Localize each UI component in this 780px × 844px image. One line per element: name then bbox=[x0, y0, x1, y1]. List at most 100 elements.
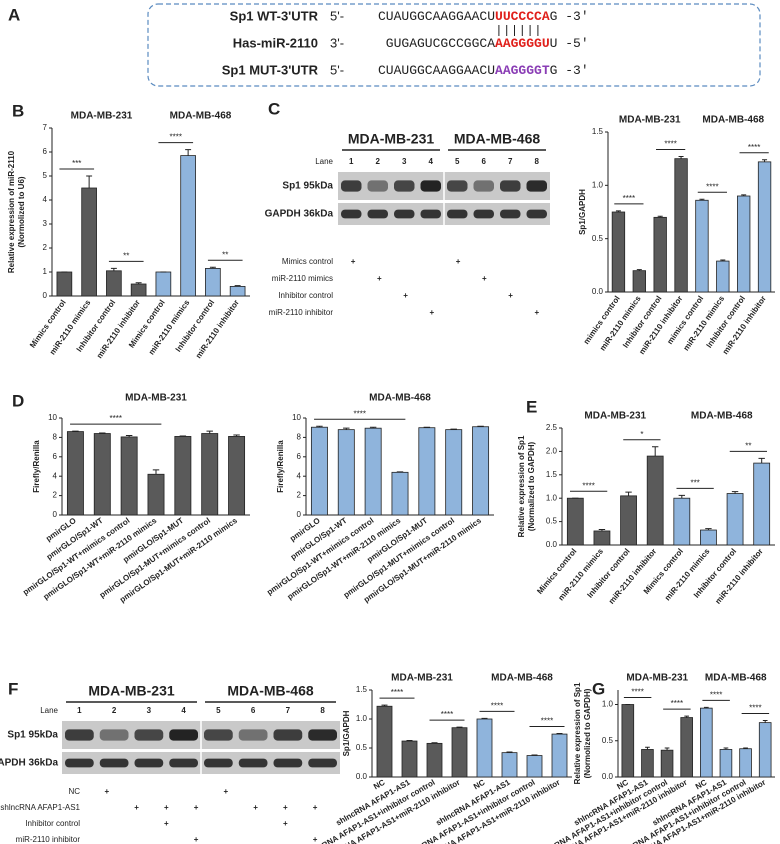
bar bbox=[445, 429, 463, 516]
y-tick-label: 1 bbox=[43, 267, 48, 276]
error-bar bbox=[456, 726, 463, 728]
band bbox=[367, 180, 388, 192]
y-axis-label: (Normolized to U6) bbox=[17, 176, 26, 247]
y-tick-label: 2 bbox=[297, 491, 302, 500]
panel-label: B bbox=[12, 101, 24, 120]
y-tick-label: 4 bbox=[297, 471, 302, 480]
y-tick-label: 0.5 bbox=[546, 517, 558, 526]
treatment-mark: + bbox=[403, 291, 408, 300]
band-label: Sp1 95kDa bbox=[282, 181, 333, 192]
y-tick-label: 4 bbox=[53, 471, 58, 480]
treatment-mark: + bbox=[351, 257, 356, 266]
y-tick-label: 10 bbox=[292, 413, 301, 422]
bar bbox=[719, 749, 733, 778]
y-tick-label: 1.5 bbox=[356, 685, 368, 694]
bar bbox=[566, 497, 584, 546]
error-bar bbox=[743, 747, 748, 749]
y-axis-label: Firefly/Renilla bbox=[276, 440, 285, 493]
band bbox=[238, 758, 268, 768]
error-bar bbox=[705, 528, 712, 531]
bar bbox=[526, 755, 543, 778]
bar bbox=[81, 187, 97, 297]
bar bbox=[391, 471, 409, 516]
bar bbox=[229, 285, 246, 297]
y-tick-label: 0.0 bbox=[592, 287, 604, 296]
band bbox=[273, 758, 303, 768]
bar bbox=[376, 705, 393, 778]
error-bar bbox=[531, 754, 538, 756]
lane-number: 4 bbox=[181, 706, 186, 715]
y-axis-label: (Normalized to GAPDH) bbox=[527, 442, 536, 532]
band bbox=[341, 180, 362, 192]
x-tick-label: mimics control bbox=[582, 294, 622, 346]
error-bar bbox=[506, 751, 513, 753]
sequence-name: Sp1 WT-3'UTR bbox=[230, 8, 319, 23]
error-bar bbox=[206, 430, 213, 434]
bar bbox=[737, 195, 751, 293]
band bbox=[447, 209, 468, 219]
band bbox=[526, 209, 547, 219]
sequence-segment: U -5' bbox=[550, 36, 589, 51]
bar bbox=[632, 270, 646, 293]
sequence-segment: UUCCCCA bbox=[495, 9, 550, 24]
x-tick-label: miR-2110 inhibitor bbox=[713, 547, 764, 606]
error-bar bbox=[741, 194, 747, 196]
bar bbox=[472, 426, 490, 516]
band bbox=[367, 209, 388, 219]
significance-label: **** bbox=[582, 481, 594, 490]
treatment-mark: + bbox=[194, 835, 199, 844]
bar bbox=[716, 260, 730, 293]
error-bar bbox=[209, 266, 216, 269]
y-tick-label: 4 bbox=[43, 195, 48, 204]
y-tick-label: 6 bbox=[297, 452, 302, 461]
y-tick-label: 1.0 bbox=[546, 493, 558, 502]
bar bbox=[106, 270, 122, 297]
treatment-mark: + bbox=[313, 835, 318, 844]
error-bar bbox=[135, 282, 142, 284]
sequence-prime: 5'- bbox=[330, 8, 344, 23]
band bbox=[99, 729, 129, 741]
error-bar bbox=[678, 156, 684, 159]
error-bar bbox=[233, 434, 240, 437]
bar bbox=[180, 155, 196, 297]
band-label: GAPDH 36kDa bbox=[0, 758, 58, 769]
treatment-label: miR-2110 mimics bbox=[272, 274, 333, 283]
blot-group: MDA-MB-231 bbox=[88, 683, 175, 699]
band bbox=[99, 758, 129, 768]
error-bar bbox=[684, 715, 690, 718]
bar bbox=[228, 436, 246, 516]
lane-number: 2 bbox=[376, 157, 381, 166]
y-tick-label: 8 bbox=[53, 433, 58, 442]
bar bbox=[753, 462, 771, 546]
treatment-mark: + bbox=[283, 819, 288, 828]
error-bar bbox=[723, 747, 729, 750]
bar bbox=[726, 493, 744, 546]
sequence-segment: AAGGGGT bbox=[495, 63, 550, 78]
y-tick-label: 0 bbox=[53, 510, 58, 519]
error-bar bbox=[762, 159, 768, 162]
chart-title: MDA-MB-231 bbox=[125, 393, 187, 404]
bar bbox=[401, 740, 418, 778]
significance-label: **** bbox=[706, 182, 718, 191]
bar bbox=[205, 267, 221, 297]
significance-label: **** bbox=[391, 688, 403, 697]
treatment-mark: + bbox=[283, 803, 288, 812]
bar bbox=[700, 529, 717, 546]
sequence: CUAUGGCAAGGAACUAAGGGGTG -3' bbox=[378, 63, 589, 78]
significance-label: **** bbox=[749, 704, 761, 713]
error-bar bbox=[481, 717, 488, 719]
bar bbox=[93, 433, 111, 516]
bar bbox=[174, 436, 192, 516]
error-bar bbox=[316, 425, 323, 428]
bar bbox=[476, 718, 493, 778]
band bbox=[394, 209, 415, 219]
y-tick-label: 2 bbox=[53, 491, 58, 500]
y-axis-label: Relative expression of miR-2110 bbox=[7, 150, 16, 273]
x-tick-label: miR-2110 inhibitor bbox=[95, 298, 142, 360]
lane-number: 2 bbox=[112, 706, 117, 715]
sequence-prime: 3'- bbox=[330, 35, 344, 50]
bar bbox=[364, 427, 382, 516]
bar bbox=[418, 427, 436, 516]
blot-group: MDA-MB-231 bbox=[348, 131, 435, 147]
